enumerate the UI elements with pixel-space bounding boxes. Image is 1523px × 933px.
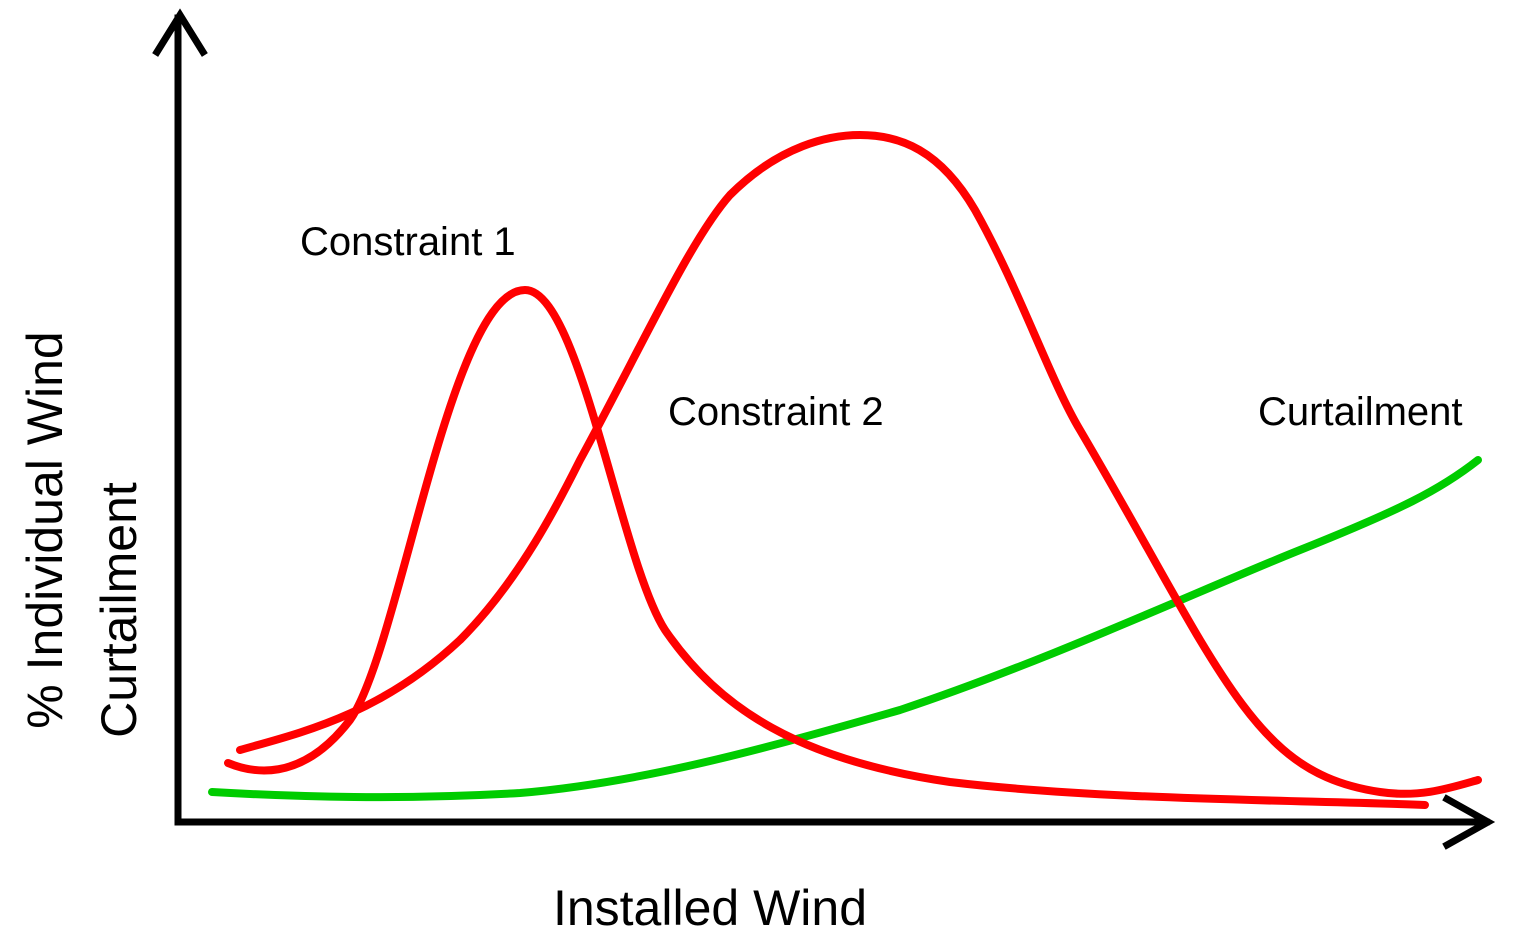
curve-label: Constraint 1 [300,220,516,264]
constraint-1-curve [224,286,1429,809]
y-axis-arrow [152,8,208,57]
y-axis-label: Curtailment [91,482,147,738]
y-axis-label: % Individual Wind [17,331,73,728]
curve-label: Curtailment [1258,390,1463,434]
curtailment-curve [208,456,1482,802]
x-axis-arrow [1442,794,1496,850]
x-axis-label: Installed Wind [553,880,867,933]
constraint-2-curve [236,131,1482,798]
curve-label: Constraint 2 [668,390,884,434]
